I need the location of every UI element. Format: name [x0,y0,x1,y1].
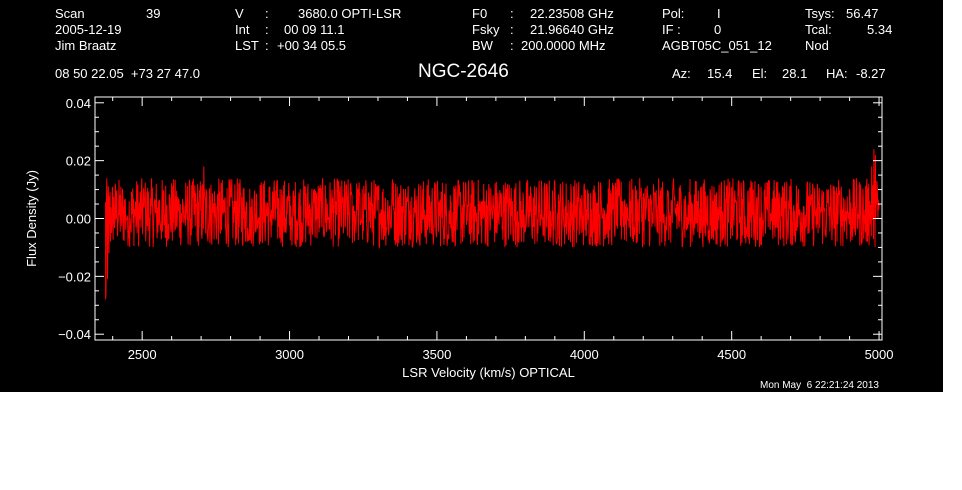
fsky-value: 21.96640 GHz [530,22,614,37]
x-tick-label: 2500 [128,347,157,362]
lst-value: +00 34 05.5 [277,38,347,53]
observer-name: Jim Braatz [55,38,117,53]
source-coordinates: 08 50 22.05 +73 27 47.0 [55,66,200,81]
bw-separator: : [510,38,514,53]
fsky-separator: : [510,22,514,37]
y-tick-label: 0.02 [66,154,91,169]
x-tick-label: 4500 [717,347,746,362]
spectrum-chart: 2500 3000 3500 4000 4500 5000 −0.04 −0.02 0.00 0… [24,96,894,380]
tcal-value: 5.34 [867,22,893,37]
y-tick-label: −0.02 [58,269,91,284]
int-separator: : [265,22,269,37]
velocity-label: V [235,6,244,21]
y-tick-label: 0.00 [66,212,91,227]
x-tick-label: 3500 [422,347,451,362]
pol-label: Pol: [662,6,685,21]
tsys-label: Tsys: [805,6,835,21]
y-tick-label: 0.04 [66,96,91,111]
x-axis-label: LSR Velocity (km/s) OPTICAL [402,365,575,380]
spectrum-series-line [105,149,880,300]
ha-value: -8.27 [856,66,886,81]
tsys-value: 56.47 [846,6,879,21]
observing-mode: Nod [805,38,829,53]
if-value: 0 [714,22,722,37]
x-axis: 2500 3000 3500 4000 4500 5000 [112,97,894,362]
az-value: 15.4 [707,66,733,81]
bw-label: BW [472,38,493,53]
lst-separator: : [265,38,269,53]
velocity-value: 3680.0 OPTI-LSR [298,6,402,21]
f0-separator: : [510,6,514,21]
if-label: IF : [662,22,681,37]
y-axis: −0.04 −0.02 0.00 0.02 0.04 [58,96,882,342]
lst-label: LST [235,38,259,53]
f0-value: 22.23508 GHz [530,6,614,21]
ha-label: HA: [826,66,848,81]
observation-date: 2005-12-19 [55,22,122,37]
series-layer [105,149,880,300]
int-label: Int [235,22,250,37]
render-timestamp: Mon May 6 22:21:24 2013 [760,380,879,391]
plot-panel: Scan 39 2005-12-19 Jim Braatz V : 3680.0… [0,0,943,392]
project-id: AGBT05C_051_12 [662,38,772,53]
x-tick-label: 5000 [865,347,894,362]
pol-value: I [717,6,721,21]
x-tick-label: 3000 [275,347,304,362]
el-label: El: [752,66,768,81]
source-title: NGC-2646 [418,61,509,82]
f0-label: F0 [472,6,488,21]
y-tick-label: −0.04 [58,327,91,342]
int-value: 00 09 11.1 [284,22,345,37]
x-tick-label: 4000 [570,347,599,362]
bw-value: 200.0000 MHz [521,38,606,53]
tcal-label: Tcal: [805,22,832,37]
scan-label: Scan [55,6,85,21]
velocity-separator: : [265,6,269,21]
scan-value: 39 [146,6,161,21]
y-axis-label: Flux Density (Jy) [24,170,39,267]
fsky-label: Fsky [472,22,500,37]
el-value: 28.1 [782,66,808,81]
az-label: Az: [672,66,691,81]
